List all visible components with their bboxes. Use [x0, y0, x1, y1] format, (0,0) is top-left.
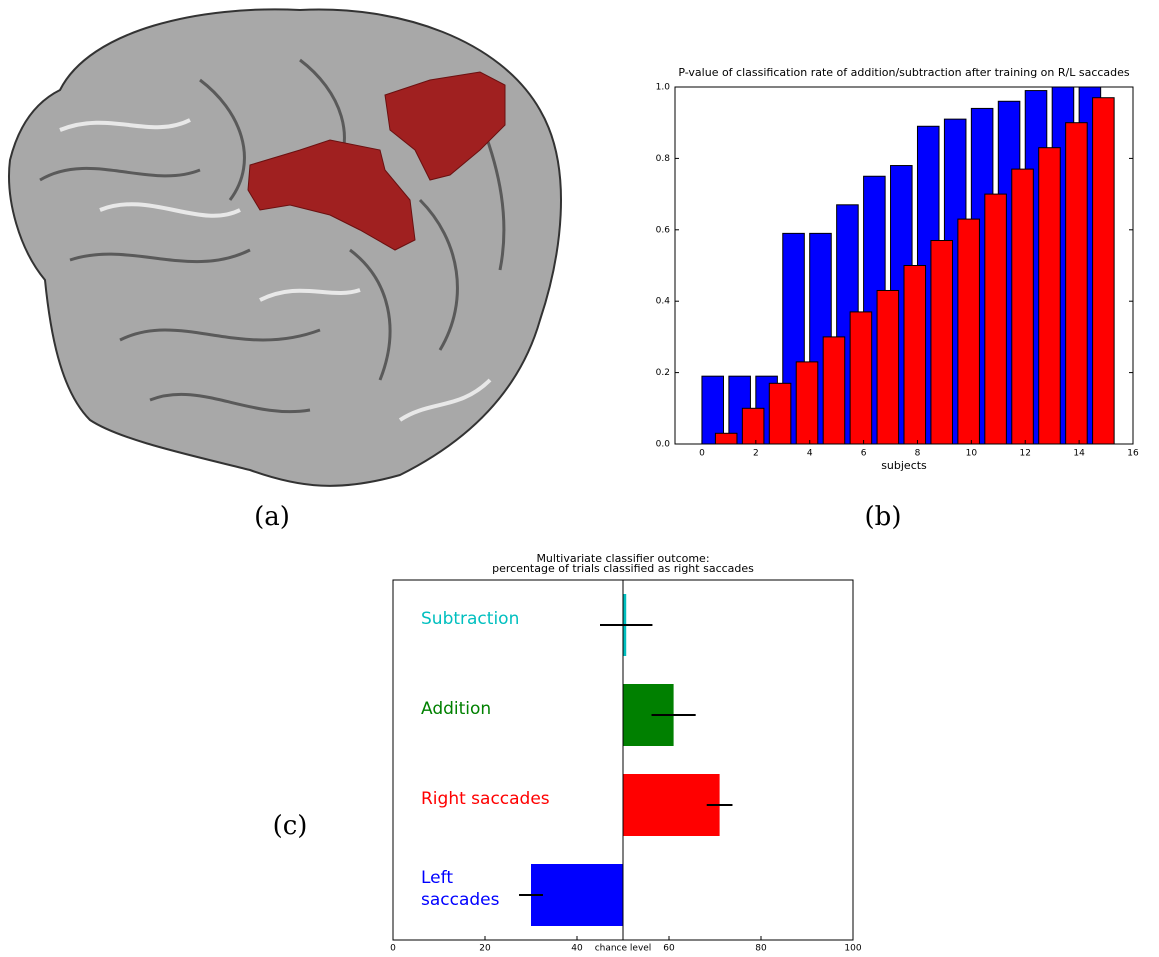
x-tick-label: chance level	[595, 944, 652, 954]
panel-label: (a)	[254, 502, 290, 532]
x-tick-label: 40	[571, 944, 583, 954]
bar	[903, 265, 927, 445]
bar	[1011, 168, 1034, 445]
x-tick-label: 60	[663, 944, 675, 954]
x-tick-label: 8	[915, 449, 921, 459]
bar	[714, 432, 738, 445]
x-tick-label: 2	[753, 449, 759, 459]
chart-title: Multivariate classifier outcome:	[536, 552, 709, 565]
x-tick-label: 16	[1127, 449, 1139, 459]
bar	[849, 311, 873, 445]
chart-subtitle: percentage of trials classified as right…	[492, 562, 754, 575]
x-tick-label: 0	[699, 449, 705, 459]
y-tick-label: 0.0	[656, 440, 671, 450]
x-tick-label: 0	[390, 944, 396, 954]
bar	[741, 407, 765, 445]
category-label: Addition	[421, 699, 492, 719]
bar	[984, 193, 1007, 445]
bar	[876, 289, 900, 445]
y-tick-label: 1.0	[656, 83, 671, 93]
category-label: Subtraction	[421, 609, 520, 629]
brain-image	[8, 8, 562, 487]
bar	[822, 336, 846, 445]
bar	[531, 864, 623, 926]
panel-label: (b)	[865, 502, 902, 532]
bar	[768, 382, 792, 445]
plot-frame	[674, 86, 1134, 445]
x-tick-label: 14	[1073, 449, 1085, 459]
bar	[1092, 97, 1115, 445]
y-tick-label: 0.8	[656, 154, 671, 164]
x-axis-label: subjects	[881, 459, 927, 472]
y-tick-label: 0.2	[656, 368, 670, 378]
chart-title: P-value of classification rate of additi…	[678, 66, 1130, 79]
bar	[795, 361, 819, 445]
bar	[930, 240, 953, 445]
bar	[1038, 147, 1061, 445]
x-tick-label: 100	[844, 944, 861, 954]
bar	[623, 774, 720, 836]
panel-label: (c)	[273, 811, 308, 841]
x-tick-label: 20	[479, 944, 491, 954]
y-tick-label: 0.4	[656, 297, 671, 307]
y-tick-label: 0.6	[656, 225, 671, 235]
x-tick-label: 12	[1020, 449, 1031, 459]
x-tick-label: 10	[966, 449, 978, 459]
bar	[1065, 122, 1088, 445]
x-tick-label: 4	[807, 449, 813, 459]
category-label: Right saccades	[421, 789, 550, 809]
x-tick-label: 80	[755, 944, 767, 954]
category-label: Left saccades	[421, 868, 500, 910]
x-tick-label: 6	[861, 449, 867, 459]
bar	[957, 218, 980, 445]
